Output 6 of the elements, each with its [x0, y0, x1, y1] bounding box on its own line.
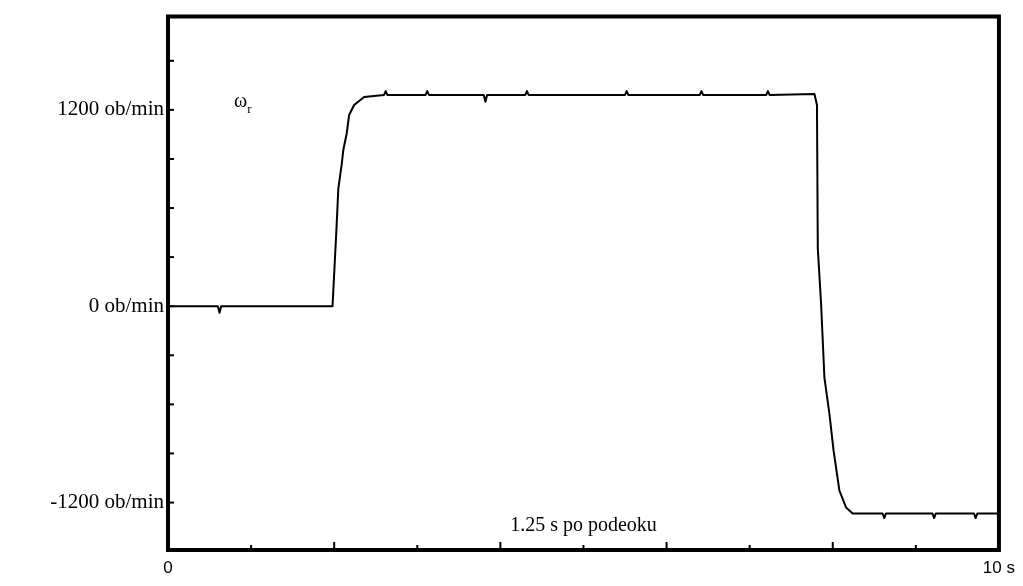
annotation: 1.25 s po podeoku: [510, 513, 657, 537]
y-tick-label: 1200 ob/min: [57, 96, 165, 121]
x-tick-label: 0: [163, 557, 173, 577]
y-tick-label: 0 ob/min: [88, 292, 165, 317]
y-tick-label: -1200 ob/min: [50, 489, 165, 514]
x-tick-label: 10 s: [982, 557, 1015, 577]
